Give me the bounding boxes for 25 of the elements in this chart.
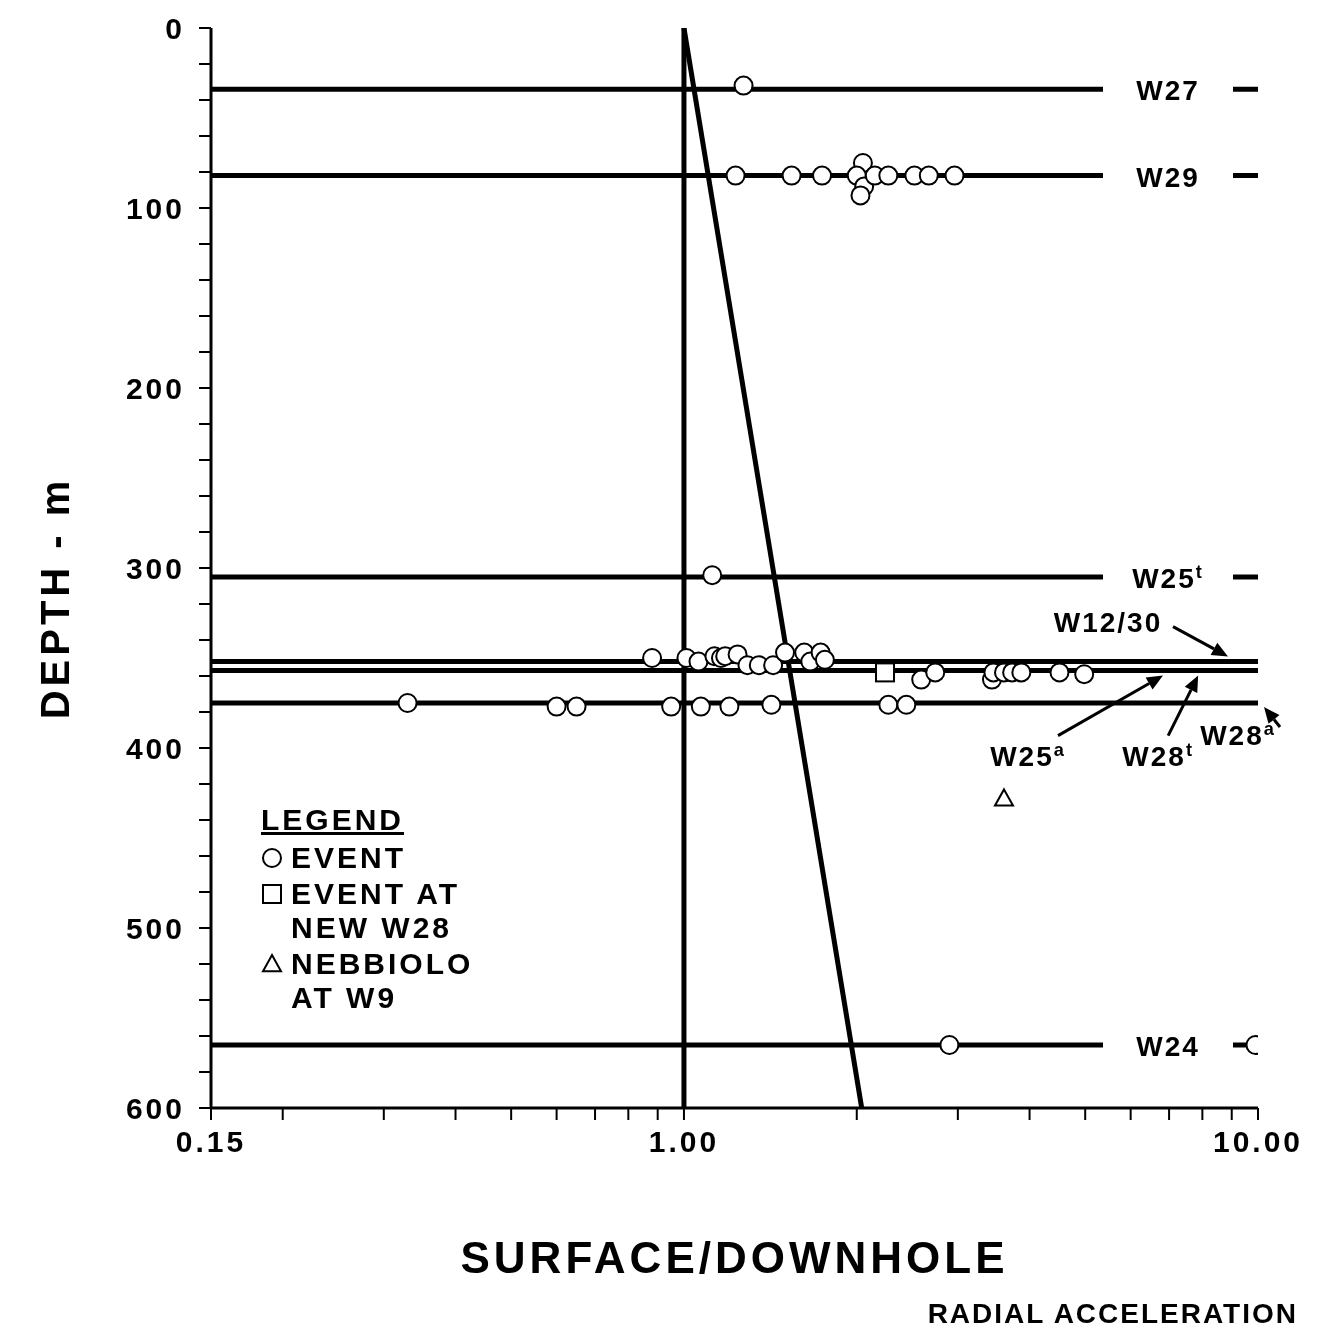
y-tick-label: 300 <box>125 552 185 585</box>
y-tick-label: 200 <box>125 372 185 405</box>
ref-line-label: W28$^{a}$ <box>1200 719 1276 751</box>
y-tick-label: 0 <box>165 12 185 45</box>
y-tick-label: 100 <box>125 192 185 225</box>
x-tick-label: 0.15 <box>175 1125 247 1158</box>
legend-label: NEBBIOLO AT W9 <box>291 947 475 1015</box>
ref-line-label: W24 <box>1136 1031 1200 1062</box>
ref-line-label: W12/30 <box>1053 606 1163 638</box>
x-tick-label: 1.00 <box>648 1125 720 1158</box>
annotation: W28$^{t}$ <box>1122 739 1194 772</box>
y-axis-title: DEPTH - m <box>33 475 78 722</box>
y-tick-label: 400 <box>125 732 185 765</box>
y-tick-label: 500 <box>125 912 185 945</box>
ref-line-label: W25$^{a}$ <box>990 739 1066 772</box>
ref-line-label: W29 <box>1136 161 1200 193</box>
x-axis-title: SURFACE/DOWNHOLE <box>459 1233 1010 1283</box>
x-tick-label: 10.00 <box>1212 1125 1304 1158</box>
text: RADIAL ACCELERATION <box>927 1298 1298 1330</box>
y-tick-label: 600 <box>125 1092 185 1125</box>
legend-label: EVENT AT NEW W28 <box>291 877 461 945</box>
ref-line-label: W25$^{t}$ <box>1132 562 1204 594</box>
legend-title: LEGEND <box>261 803 405 837</box>
legend-label: EVENT <box>291 841 408 875</box>
ref-line-label: W27 <box>1136 75 1200 107</box>
